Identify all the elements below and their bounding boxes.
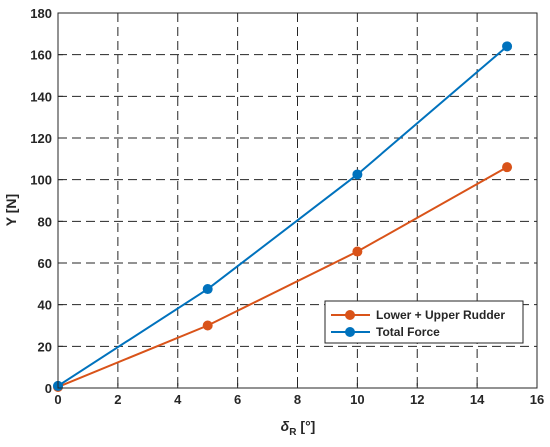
y-tick-label: 0 xyxy=(45,381,52,396)
x-tick-label: 16 xyxy=(530,392,544,407)
x-axis-unit: [°] xyxy=(300,418,315,434)
data-point xyxy=(352,169,363,180)
legend-marker-total xyxy=(345,327,355,337)
y-tick-label: 40 xyxy=(38,298,52,313)
y-tick-label: 20 xyxy=(38,339,52,354)
x-axis-subscript: R xyxy=(289,427,297,438)
series-line xyxy=(57,166,508,388)
x-tick-label: 8 xyxy=(294,392,301,407)
y-axis-title: Y [N] xyxy=(3,194,19,226)
x-tick-label: 0 xyxy=(54,392,61,407)
grid-lines xyxy=(58,13,537,388)
legend-box xyxy=(324,300,524,344)
y-tick-label: 120 xyxy=(30,131,52,146)
y-tick-label: 160 xyxy=(30,48,52,63)
x-tick-label: 6 xyxy=(234,392,241,407)
x-tick-label: 4 xyxy=(174,392,182,407)
x-axis-title: δR [°] xyxy=(281,418,316,438)
series-line xyxy=(57,45,508,387)
data-point xyxy=(202,284,213,295)
legend-label-rudder: Lower + Upper Rudder xyxy=(376,308,505,322)
x-tick-label: 2 xyxy=(114,392,121,407)
y-tick-label: 80 xyxy=(38,214,52,229)
data-point xyxy=(502,41,513,52)
series-total-force xyxy=(53,41,513,391)
legend-marker-rudder xyxy=(345,310,355,320)
x-tick-label: 10 xyxy=(350,392,364,407)
x-tick-label: 14 xyxy=(470,392,485,407)
y-tick-label: 140 xyxy=(30,89,52,104)
data-point xyxy=(202,320,213,331)
data-point xyxy=(352,246,363,257)
data-point xyxy=(502,162,513,173)
legend-label-total: Total Force xyxy=(376,325,440,339)
x-tick-label: 12 xyxy=(410,392,424,407)
legend: Lower + Upper Rudder Total Force xyxy=(324,300,524,344)
y-tick-label: 60 xyxy=(38,256,52,271)
y-tick-label: 100 xyxy=(30,173,52,188)
y-tick-label: 180 xyxy=(30,6,52,21)
x-axis-symbol: δ xyxy=(281,418,290,434)
